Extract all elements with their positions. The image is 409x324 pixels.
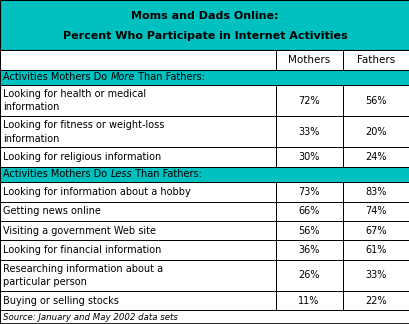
Text: Getting news online: Getting news online: [3, 206, 101, 216]
Bar: [342, 240, 409, 260]
Text: 67%: 67%: [365, 226, 386, 236]
Text: 66%: 66%: [298, 206, 319, 216]
Bar: [0, 260, 275, 291]
Text: 56%: 56%: [298, 226, 319, 236]
Text: Looking for information about a hobby: Looking for information about a hobby: [3, 187, 191, 197]
Text: Percent Who Participate in Internet Activities: Percent Who Participate in Internet Acti…: [63, 31, 346, 41]
Bar: [0, 291, 275, 310]
Bar: [342, 182, 409, 202]
Text: particular person: particular person: [3, 277, 87, 287]
Text: Mothers: Mothers: [287, 55, 330, 65]
Bar: [342, 260, 409, 291]
Bar: [0, 116, 275, 147]
Text: 33%: 33%: [298, 127, 319, 137]
Text: 72%: 72%: [298, 96, 319, 106]
Text: 26%: 26%: [298, 271, 319, 281]
Bar: [275, 147, 342, 167]
Text: Activities Mothers Do: Activities Mothers Do: [3, 169, 110, 179]
Bar: [275, 116, 342, 147]
Bar: [0, 0, 409, 50]
Bar: [0, 221, 275, 240]
Bar: [275, 221, 342, 240]
Text: information: information: [3, 102, 60, 112]
Bar: [0, 70, 409, 85]
Text: 11%: 11%: [298, 296, 319, 306]
Bar: [342, 50, 409, 70]
Text: Fathers: Fathers: [356, 55, 395, 65]
Bar: [275, 50, 342, 70]
Text: Looking for religious information: Looking for religious information: [3, 152, 161, 162]
Text: 83%: 83%: [365, 187, 386, 197]
Text: 73%: 73%: [298, 187, 319, 197]
Bar: [0, 310, 409, 324]
Bar: [0, 147, 275, 167]
Bar: [342, 85, 409, 116]
Text: 36%: 36%: [298, 245, 319, 255]
Text: 30%: 30%: [298, 152, 319, 162]
Bar: [342, 291, 409, 310]
Text: 74%: 74%: [365, 206, 386, 216]
Bar: [275, 240, 342, 260]
Text: 20%: 20%: [365, 127, 386, 137]
Bar: [0, 167, 409, 182]
Text: 22%: 22%: [365, 296, 386, 306]
Text: Source: January and May 2002 data sets: Source: January and May 2002 data sets: [3, 313, 178, 322]
Text: Looking for fitness or weight-loss: Looking for fitness or weight-loss: [3, 120, 164, 130]
Bar: [0, 202, 275, 221]
Bar: [275, 291, 342, 310]
Bar: [0, 50, 275, 70]
Text: Than Fathers:: Than Fathers:: [135, 72, 204, 82]
Bar: [275, 85, 342, 116]
Text: Looking for health or medical: Looking for health or medical: [3, 89, 146, 99]
Text: More: More: [110, 72, 135, 82]
Text: Visiting a government Web site: Visiting a government Web site: [3, 226, 156, 236]
Bar: [0, 240, 275, 260]
Text: Researching information about a: Researching information about a: [3, 264, 163, 273]
Bar: [0, 85, 275, 116]
Text: information: information: [3, 133, 60, 144]
Text: Activities Mothers Do: Activities Mothers Do: [3, 72, 110, 82]
Bar: [342, 147, 409, 167]
Bar: [342, 116, 409, 147]
Text: 61%: 61%: [365, 245, 386, 255]
Bar: [342, 221, 409, 240]
Text: Looking for financial information: Looking for financial information: [3, 245, 161, 255]
Bar: [342, 202, 409, 221]
Text: Buying or selling stocks: Buying or selling stocks: [3, 296, 119, 306]
Text: 56%: 56%: [365, 96, 386, 106]
Text: Than Fathers:: Than Fathers:: [132, 169, 202, 179]
Bar: [0, 182, 275, 202]
Text: Moms and Dads Online:: Moms and Dads Online:: [131, 11, 278, 21]
Text: 24%: 24%: [365, 152, 386, 162]
Bar: [275, 260, 342, 291]
Bar: [275, 182, 342, 202]
Text: Less: Less: [110, 169, 132, 179]
Text: 33%: 33%: [365, 271, 386, 281]
Bar: [275, 202, 342, 221]
